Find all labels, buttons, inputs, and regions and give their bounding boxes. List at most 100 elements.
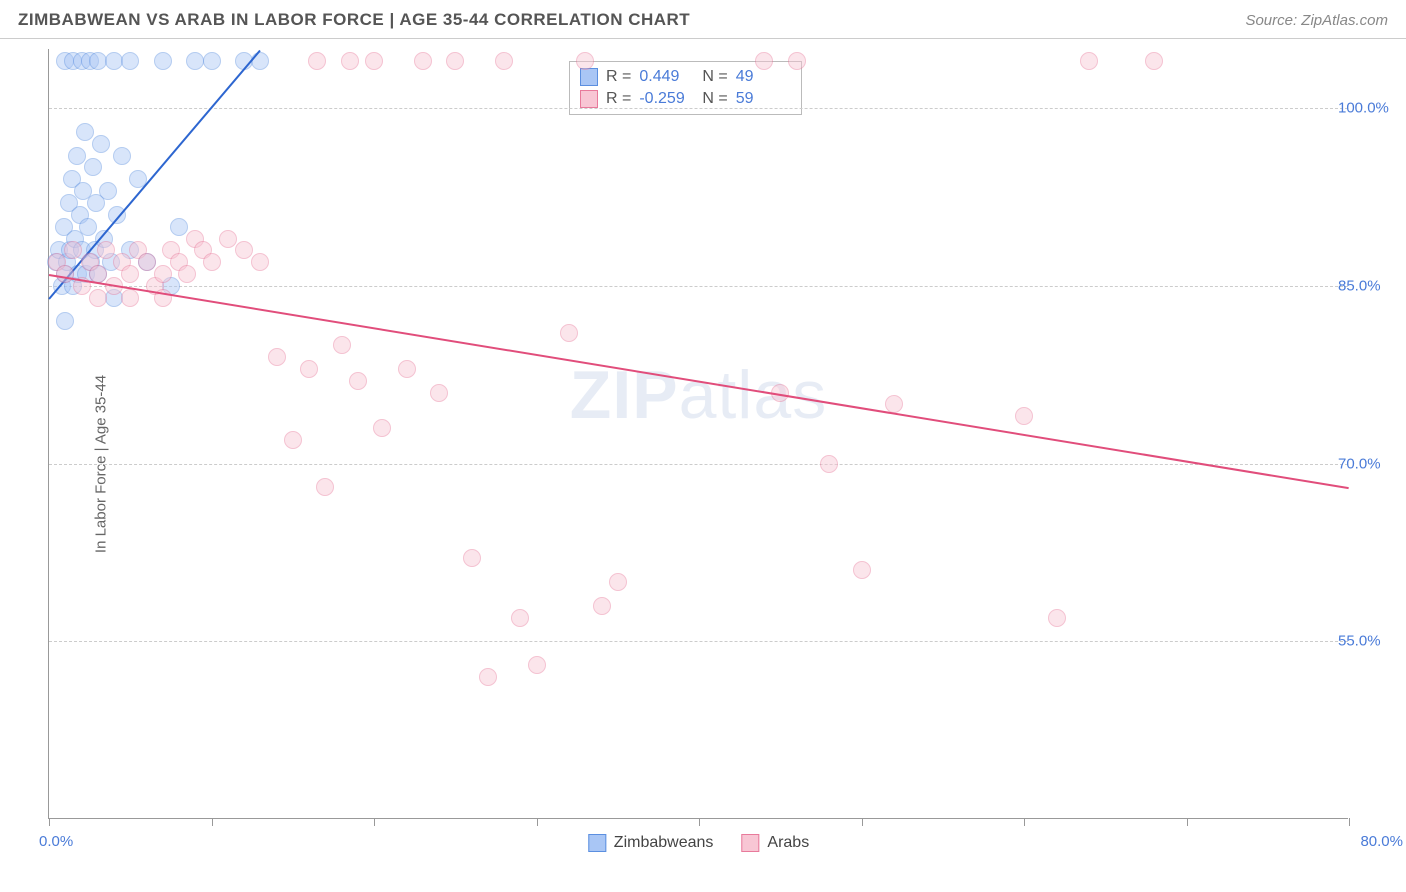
data-point xyxy=(593,597,611,615)
data-point xyxy=(1145,52,1163,70)
watermark-light: atlas xyxy=(679,357,828,433)
trend-line xyxy=(49,274,1349,489)
data-point xyxy=(76,123,94,141)
data-point xyxy=(97,241,115,259)
legend-swatch xyxy=(580,90,598,108)
data-point xyxy=(853,561,871,579)
x-tick xyxy=(1024,818,1025,826)
legend-swatch xyxy=(741,834,759,852)
data-point xyxy=(154,52,172,70)
x-tick xyxy=(49,818,50,826)
stat-n-value: 59 xyxy=(736,90,791,108)
data-point xyxy=(560,324,578,342)
chart-source: Source: ZipAtlas.com xyxy=(1245,12,1388,29)
series-legend: Zimbabweans Arabs xyxy=(588,834,809,852)
x-tick xyxy=(374,818,375,826)
stat-r-label: R = xyxy=(606,68,631,86)
stat-n-value: 49 xyxy=(736,68,791,86)
data-point xyxy=(349,372,367,390)
x-tick xyxy=(1187,818,1188,826)
data-point xyxy=(308,52,326,70)
legend-item: Arabs xyxy=(741,834,809,852)
data-point xyxy=(92,135,110,153)
chart-area: In Labor Force | Age 35-44 ZIPatlas R =0… xyxy=(0,39,1406,889)
data-point xyxy=(268,348,286,366)
legend-swatch xyxy=(588,834,606,852)
data-point xyxy=(1080,52,1098,70)
y-tick-label: 85.0% xyxy=(1338,277,1398,294)
gridline xyxy=(49,464,1348,465)
y-tick-label: 55.0% xyxy=(1338,633,1398,650)
data-point xyxy=(99,182,117,200)
data-point xyxy=(446,52,464,70)
data-point xyxy=(89,289,107,307)
data-point xyxy=(219,230,237,248)
data-point xyxy=(84,158,102,176)
data-point xyxy=(398,360,416,378)
data-point xyxy=(755,52,773,70)
data-point xyxy=(203,52,221,70)
legend-item: Zimbabweans xyxy=(588,834,714,852)
data-point xyxy=(341,52,359,70)
data-point xyxy=(788,52,806,70)
data-point xyxy=(121,52,139,70)
data-point xyxy=(479,668,497,686)
data-point xyxy=(1048,609,1066,627)
x-max-label: 80.0% xyxy=(1360,833,1403,850)
legend-label: Zimbabweans xyxy=(614,834,714,852)
plot-region: ZIPatlas R =0.449N =49R =-0.259N =59 Zim… xyxy=(48,49,1348,819)
stats-row: R =0.449N =49 xyxy=(580,66,791,88)
stat-r-value: 0.449 xyxy=(639,68,694,86)
x-min-label: 0.0% xyxy=(39,833,73,850)
data-point xyxy=(820,455,838,473)
legend-swatch xyxy=(580,68,598,86)
data-point xyxy=(511,609,529,627)
data-point xyxy=(56,312,74,330)
x-tick xyxy=(862,818,863,826)
data-point xyxy=(463,549,481,567)
data-point xyxy=(251,253,269,271)
data-point xyxy=(300,360,318,378)
gridline xyxy=(49,286,1348,287)
data-point xyxy=(235,241,253,259)
x-tick xyxy=(537,818,538,826)
data-point xyxy=(178,265,196,283)
stats-row: R = -0.259 N = 59 xyxy=(580,88,791,110)
stat-r-label: R = xyxy=(606,90,631,108)
data-point xyxy=(154,265,172,283)
y-tick-label: 70.0% xyxy=(1338,455,1398,472)
x-tick xyxy=(212,818,213,826)
data-point xyxy=(284,431,302,449)
data-point xyxy=(373,419,391,437)
data-point xyxy=(528,656,546,674)
data-point xyxy=(79,218,97,236)
data-point xyxy=(316,478,334,496)
data-point xyxy=(56,265,74,283)
data-point xyxy=(121,265,139,283)
stat-n-label: N = xyxy=(702,90,727,108)
data-point xyxy=(1015,407,1033,425)
data-point xyxy=(430,384,448,402)
data-point xyxy=(64,241,82,259)
stat-r-value: -0.259 xyxy=(639,90,694,108)
legend-label: Arabs xyxy=(767,834,809,852)
data-point xyxy=(170,218,188,236)
chart-title: ZIMBABWEAN VS ARAB IN LABOR FORCE | AGE … xyxy=(18,10,690,30)
chart-header: ZIMBABWEAN VS ARAB IN LABOR FORCE | AGE … xyxy=(0,0,1406,39)
data-point xyxy=(68,147,86,165)
data-point xyxy=(333,336,351,354)
data-point xyxy=(365,52,383,70)
data-point xyxy=(576,52,594,70)
data-point xyxy=(138,253,156,271)
data-point xyxy=(113,147,131,165)
data-point xyxy=(609,573,627,591)
data-point xyxy=(121,289,139,307)
gridline xyxy=(49,108,1348,109)
data-point xyxy=(414,52,432,70)
y-tick-label: 100.0% xyxy=(1338,100,1398,117)
data-point xyxy=(203,253,221,271)
x-tick xyxy=(699,818,700,826)
gridline xyxy=(49,641,1348,642)
data-point xyxy=(495,52,513,70)
x-tick xyxy=(1349,818,1350,826)
